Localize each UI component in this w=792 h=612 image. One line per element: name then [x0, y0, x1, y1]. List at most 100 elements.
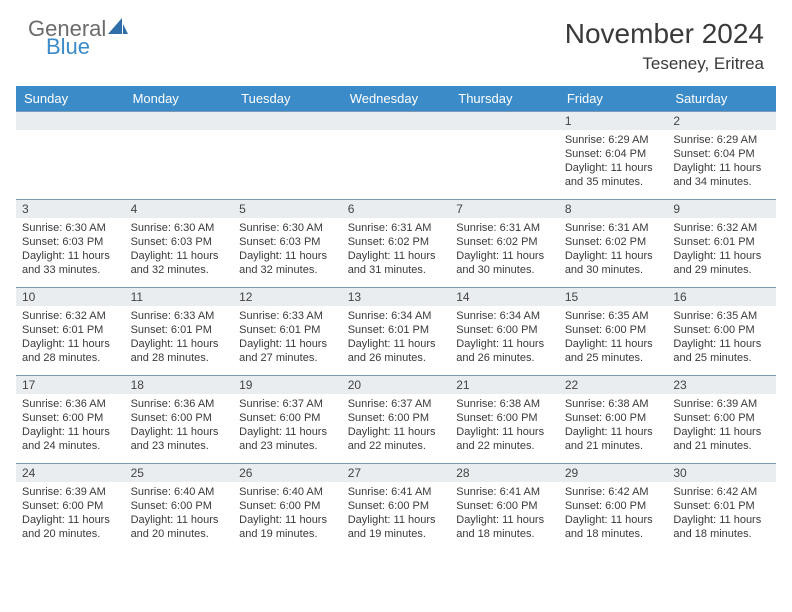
sunrise-text: Sunrise: 6:34 AM [456, 309, 553, 323]
sunrise-text: Sunrise: 6:38 AM [456, 397, 553, 411]
sunset-text: Sunset: 6:01 PM [239, 323, 336, 337]
sunset-text: Sunset: 6:01 PM [348, 323, 445, 337]
day-header: Saturday [667, 86, 776, 112]
sunrise-text: Sunrise: 6:32 AM [22, 309, 119, 323]
day-cell: Sunrise: 6:30 AMSunset: 6:03 PMDaylight:… [125, 218, 234, 288]
day-cell: Sunrise: 6:42 AMSunset: 6:01 PMDaylight:… [667, 482, 776, 552]
calendar-table: Sunday Monday Tuesday Wednesday Thursday… [16, 86, 776, 552]
daylight-text: Daylight: 11 hours and 30 minutes. [456, 249, 553, 278]
sunrise-text: Sunrise: 6:31 AM [348, 221, 445, 235]
sunrise-text: Sunrise: 6:42 AM [673, 485, 770, 499]
daylight-text: Daylight: 11 hours and 33 minutes. [22, 249, 119, 278]
day-number: 5 [233, 200, 342, 218]
daylight-text: Daylight: 11 hours and 35 minutes. [565, 161, 662, 190]
day-number: 6 [342, 200, 451, 218]
sunset-text: Sunset: 6:01 PM [673, 235, 770, 249]
sunrise-text: Sunrise: 6:35 AM [565, 309, 662, 323]
day-number: 7 [450, 200, 559, 218]
daylight-text: Daylight: 11 hours and 34 minutes. [673, 161, 770, 190]
daylight-text: Daylight: 11 hours and 32 minutes. [239, 249, 336, 278]
day-cell: Sunrise: 6:33 AMSunset: 6:01 PMDaylight:… [125, 306, 234, 376]
day-number: 3 [16, 200, 125, 218]
day-number: 19 [233, 376, 342, 394]
daylight-text: Daylight: 11 hours and 18 minutes. [456, 513, 553, 542]
sunrise-text: Sunrise: 6:33 AM [131, 309, 228, 323]
sunset-text: Sunset: 6:00 PM [239, 411, 336, 425]
day-content-row: Sunrise: 6:32 AMSunset: 6:01 PMDaylight:… [16, 306, 776, 376]
day-number: 22 [559, 376, 668, 394]
daylight-text: Daylight: 11 hours and 28 minutes. [131, 337, 228, 366]
day-number: 9 [667, 200, 776, 218]
day-cell: Sunrise: 6:34 AMSunset: 6:01 PMDaylight:… [342, 306, 451, 376]
sunrise-text: Sunrise: 6:36 AM [131, 397, 228, 411]
sunset-text: Sunset: 6:01 PM [22, 323, 119, 337]
month-title: November 2024 [565, 18, 764, 50]
day-number-row: 24252627282930 [16, 464, 776, 482]
sunset-text: Sunset: 6:03 PM [22, 235, 119, 249]
day-cell: Sunrise: 6:31 AMSunset: 6:02 PMDaylight:… [342, 218, 451, 288]
daylight-text: Daylight: 11 hours and 21 minutes. [673, 425, 770, 454]
sunset-text: Sunset: 6:00 PM [673, 323, 770, 337]
sunset-text: Sunset: 6:02 PM [565, 235, 662, 249]
day-cell: Sunrise: 6:38 AMSunset: 6:00 PMDaylight:… [450, 394, 559, 464]
sunrise-text: Sunrise: 6:34 AM [348, 309, 445, 323]
daylight-text: Daylight: 11 hours and 22 minutes. [456, 425, 553, 454]
day-cell: Sunrise: 6:35 AMSunset: 6:00 PMDaylight:… [559, 306, 668, 376]
sunrise-text: Sunrise: 6:29 AM [673, 133, 770, 147]
daylight-text: Daylight: 11 hours and 22 minutes. [348, 425, 445, 454]
day-cell: Sunrise: 6:30 AMSunset: 6:03 PMDaylight:… [233, 218, 342, 288]
day-number: 4 [125, 200, 234, 218]
sunset-text: Sunset: 6:00 PM [456, 411, 553, 425]
sunrise-text: Sunrise: 6:35 AM [673, 309, 770, 323]
day-cell: Sunrise: 6:39 AMSunset: 6:00 PMDaylight:… [16, 482, 125, 552]
day-header: Tuesday [233, 86, 342, 112]
day-number: 23 [667, 376, 776, 394]
day-cell: Sunrise: 6:38 AMSunset: 6:00 PMDaylight:… [559, 394, 668, 464]
logo: General Blue [28, 18, 130, 58]
sunset-text: Sunset: 6:00 PM [456, 499, 553, 513]
day-cell: Sunrise: 6:32 AMSunset: 6:01 PMDaylight:… [667, 218, 776, 288]
day-content-row: Sunrise: 6:39 AMSunset: 6:00 PMDaylight:… [16, 482, 776, 552]
day-cell [233, 130, 342, 200]
sunrise-text: Sunrise: 6:40 AM [131, 485, 228, 499]
daylight-text: Daylight: 11 hours and 20 minutes. [131, 513, 228, 542]
daylight-text: Daylight: 11 hours and 26 minutes. [456, 337, 553, 366]
day-number [16, 112, 125, 130]
sunset-text: Sunset: 6:00 PM [131, 499, 228, 513]
day-cell: Sunrise: 6:37 AMSunset: 6:00 PMDaylight:… [342, 394, 451, 464]
day-cell [342, 130, 451, 200]
sunset-text: Sunset: 6:00 PM [348, 499, 445, 513]
sunset-text: Sunset: 6:04 PM [673, 147, 770, 161]
day-number: 14 [450, 288, 559, 306]
day-content-row: Sunrise: 6:36 AMSunset: 6:00 PMDaylight:… [16, 394, 776, 464]
day-cell: Sunrise: 6:33 AMSunset: 6:01 PMDaylight:… [233, 306, 342, 376]
day-cell: Sunrise: 6:29 AMSunset: 6:04 PMDaylight:… [667, 130, 776, 200]
day-cell [16, 130, 125, 200]
sunrise-text: Sunrise: 6:41 AM [456, 485, 553, 499]
sail-icon [108, 18, 130, 40]
day-cell: Sunrise: 6:32 AMSunset: 6:01 PMDaylight:… [16, 306, 125, 376]
day-cell: Sunrise: 6:35 AMSunset: 6:00 PMDaylight:… [667, 306, 776, 376]
daylight-text: Daylight: 11 hours and 25 minutes. [673, 337, 770, 366]
day-header: Friday [559, 86, 668, 112]
day-cell: Sunrise: 6:40 AMSunset: 6:00 PMDaylight:… [233, 482, 342, 552]
sunrise-text: Sunrise: 6:33 AM [239, 309, 336, 323]
sunrise-text: Sunrise: 6:29 AM [565, 133, 662, 147]
day-number: 26 [233, 464, 342, 482]
daylight-text: Daylight: 11 hours and 26 minutes. [348, 337, 445, 366]
sunset-text: Sunset: 6:00 PM [131, 411, 228, 425]
sunrise-text: Sunrise: 6:39 AM [22, 485, 119, 499]
day-cell: Sunrise: 6:34 AMSunset: 6:00 PMDaylight:… [450, 306, 559, 376]
daylight-text: Daylight: 11 hours and 27 minutes. [239, 337, 336, 366]
day-cell: Sunrise: 6:40 AMSunset: 6:00 PMDaylight:… [125, 482, 234, 552]
day-cell: Sunrise: 6:29 AMSunset: 6:04 PMDaylight:… [559, 130, 668, 200]
sunset-text: Sunset: 6:03 PM [131, 235, 228, 249]
sunset-text: Sunset: 6:01 PM [131, 323, 228, 337]
sunset-text: Sunset: 6:02 PM [456, 235, 553, 249]
sunset-text: Sunset: 6:00 PM [565, 411, 662, 425]
day-cell: Sunrise: 6:37 AMSunset: 6:00 PMDaylight:… [233, 394, 342, 464]
day-number: 16 [667, 288, 776, 306]
day-number: 29 [559, 464, 668, 482]
day-cell: Sunrise: 6:42 AMSunset: 6:00 PMDaylight:… [559, 482, 668, 552]
sunrise-text: Sunrise: 6:40 AM [239, 485, 336, 499]
